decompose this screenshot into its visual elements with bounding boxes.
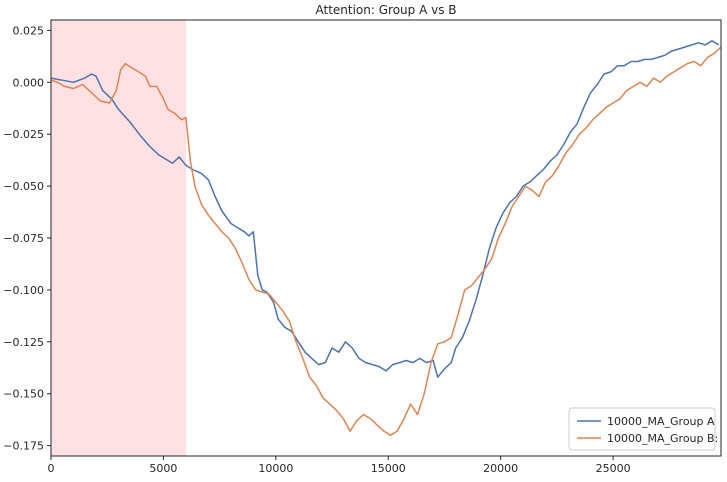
highlight-region	[51, 20, 186, 456]
y-tick-label: 0.000	[13, 76, 45, 89]
x-tick-label: 0	[48, 462, 55, 475]
x-tick-label: 5000	[149, 462, 177, 475]
y-tick-label: −0.050	[3, 180, 44, 193]
series-line-group-a	[50, 40, 720, 378]
legend-label-group-a: 10000_MA_Group A	[607, 415, 715, 428]
y-tick-label: −0.100	[3, 284, 44, 297]
legend-box	[568, 407, 716, 451]
x-tick-label: 10000	[258, 462, 293, 475]
y-tick-label: −0.125	[3, 336, 44, 349]
y-tick-label: −0.150	[3, 388, 44, 401]
x-tick-label: 20000	[483, 462, 518, 475]
y-tick-label: −0.175	[3, 440, 44, 453]
x-tick-label: 25000	[596, 462, 631, 475]
legend-label-group-b: 10000_MA_Group B:	[607, 432, 718, 445]
y-tick-label: 0.025	[13, 24, 45, 37]
y-tick-label: −0.025	[3, 128, 44, 141]
x-axis: 0 5000 10000 15000 20000 25000	[48, 456, 631, 475]
chart-title: Attention: Group A vs B	[315, 3, 456, 17]
series-layer	[50, 40, 722, 436]
x-tick-label: 15000	[371, 462, 406, 475]
y-axis: 0.025 0.000 −0.025 −0.050 −0.075 −0.100 −0.125…	[3, 24, 51, 453]
legend: 10000_MA_Group A 10000_MA_Group B:	[568, 407, 718, 451]
y-tick-label: −0.075	[3, 232, 44, 245]
series-line-group-b	[50, 46, 722, 436]
